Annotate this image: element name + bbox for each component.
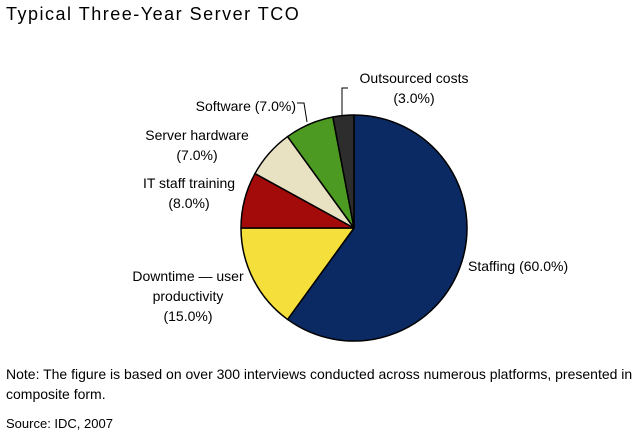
slice-label-server-hardware: Server hardware (7.0%) — [145, 127, 249, 163]
chart-note: Note: The figure is based on over 300 in… — [6, 366, 633, 402]
pie-chart: Staffing (60.0%) Downtime — user productiv… — [132, 70, 568, 342]
leader-line-software — [297, 102, 308, 123]
chart-source: Source: IDC, 2007 — [6, 416, 113, 431]
leader-line-outsourced-costs — [341, 87, 348, 115]
slice-label-outsourced-costs: Outsourced costs (3.0%) — [360, 70, 469, 106]
slice-label-staffing: Staffing (60.0%) — [468, 258, 568, 274]
slice-label-it-staff-training: IT staff training (8.0%) — [143, 175, 235, 211]
pie-slice-staffing — [286, 114, 468, 342]
pie-slice-outsourced-costs — [332, 114, 355, 229]
chart-title: Typical Three-Year Server TCO — [6, 4, 301, 24]
slice-label-downtime-user-productivity: Downtime — user productivity (15.0%) — [132, 268, 244, 324]
pie-slice-downtime-user-productivity — [240, 227, 355, 321]
slice-label-software: Software (7.0%) — [196, 98, 296, 114]
